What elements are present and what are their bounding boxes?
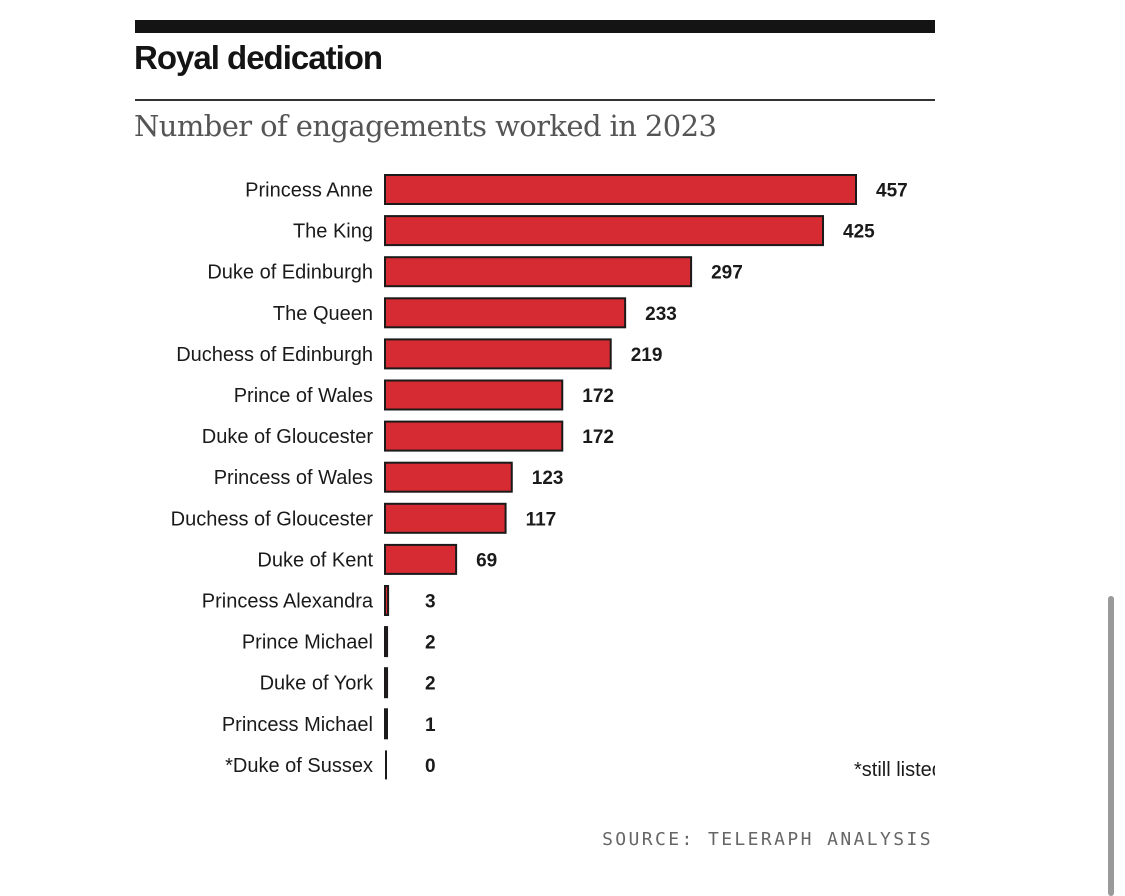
- bar: [384, 543, 458, 575]
- scrollbar-thumb[interactable]: [1108, 596, 1114, 896]
- category-label: Princess Michael: [222, 714, 373, 736]
- value-label: 0: [425, 756, 436, 777]
- category-label: Duke of York: [260, 673, 374, 695]
- category-label: Prince Michael: [242, 632, 373, 654]
- category-label: Duke of Edinburgh: [207, 262, 373, 284]
- value-label: 172: [582, 427, 614, 448]
- chart-title: Royal dedication: [134, 39, 383, 76]
- category-label: Princess Alexandra: [202, 591, 374, 613]
- value-label: 1: [425, 715, 436, 736]
- category-label: The Queen: [273, 303, 373, 325]
- bar: [385, 750, 387, 780]
- bar: [384, 174, 857, 205]
- bar: [384, 626, 389, 658]
- bar: [384, 297, 627, 329]
- category-label: Duchess of Gloucester: [171, 508, 374, 530]
- value-label: 3: [425, 592, 436, 613]
- bar: [384, 256, 693, 288]
- top-rule: [135, 20, 935, 33]
- value-label: 172: [582, 386, 614, 407]
- category-label: The King: [293, 221, 373, 243]
- value-label: 117: [526, 509, 557, 530]
- bar: [384, 379, 564, 411]
- category-label: Prince of Wales: [234, 385, 373, 407]
- source-credit: SOURCE: TELERAPH ANALYSIS: [602, 829, 933, 850]
- value-label: 233: [645, 304, 677, 325]
- category-label: Duke of Kent: [257, 549, 373, 571]
- title-divider: [135, 99, 935, 101]
- value-label: 69: [476, 550, 497, 571]
- bar: [384, 502, 507, 534]
- chart-subtitle: Number of engagements worked in 2023: [134, 109, 717, 143]
- bar: [384, 708, 388, 740]
- value-label: 297: [711, 263, 743, 284]
- category-label: Duchess of Edinburgh: [176, 344, 373, 366]
- vertical-scrollbar[interactable]: [1105, 590, 1117, 896]
- bar: [384, 420, 564, 452]
- bar: [384, 667, 389, 699]
- bar: [384, 585, 390, 616]
- value-label: 2: [425, 633, 436, 654]
- footnote: *still listed as a working royal: [854, 759, 935, 781]
- category-label: Princess of Wales: [214, 467, 373, 489]
- value-label: 2: [425, 674, 436, 695]
- category-label: Princess Anne: [245, 180, 373, 202]
- bar: [384, 461, 513, 493]
- value-label: 219: [631, 345, 663, 366]
- category-label: Duke of Gloucester: [202, 426, 374, 448]
- value-label: 123: [532, 468, 564, 489]
- bar: [384, 338, 612, 370]
- bar: [384, 215, 825, 247]
- value-label: 457: [876, 181, 908, 202]
- category-label: *Duke of Sussex: [225, 755, 373, 777]
- value-label: 425: [843, 222, 875, 243]
